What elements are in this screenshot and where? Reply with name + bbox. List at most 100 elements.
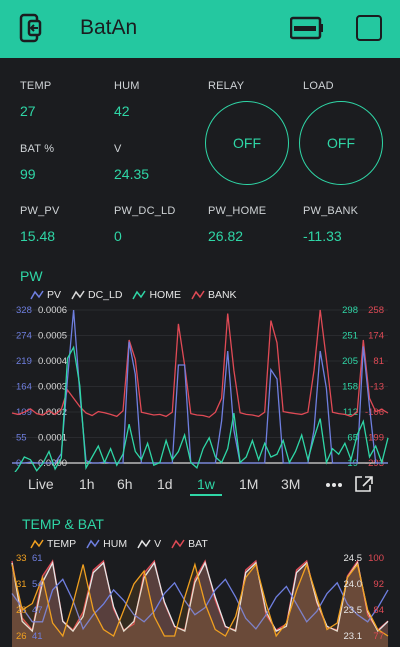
more-icon[interactable] — [325, 482, 343, 488]
line-swatch-icon — [171, 539, 185, 549]
relay-button[interactable]: OFF — [205, 101, 289, 185]
legend-label: TEMP — [47, 538, 77, 550]
series-area-temp — [12, 564, 388, 647]
range-live[interactable]: Live — [28, 476, 54, 492]
legend-item-pv[interactable]: PV — [30, 289, 61, 301]
range-3m[interactable]: 3M — [281, 476, 301, 492]
pw-chart[interactable]: 328 0.0006 298 258 274 0.0005 251 174 219 0.0004 2… — [0, 300, 400, 472]
app-title: BatAn — [80, 16, 138, 39]
load-button-label: OFF — [327, 135, 355, 151]
load-label: LOAD — [303, 80, 334, 92]
hum-label: HUM — [114, 80, 140, 92]
top-bar: BatAn — [0, 0, 400, 58]
expand-icon[interactable] — [354, 475, 374, 493]
line-swatch-icon — [137, 539, 151, 549]
y-tick-label: 158 — [342, 382, 358, 393]
series-line-temp — [11, 562, 389, 638]
y-tick-label: 77 — [373, 631, 384, 642]
y-tick-label: 251 — [342, 331, 358, 342]
temp-bat-chart-legend: TEMP HUM V BAT — [30, 537, 218, 551]
y-tick-label: 258 — [368, 305, 384, 316]
battery-icon[interactable] — [290, 16, 324, 40]
y-tick-label: 219 — [16, 356, 32, 367]
series-line-home — [14, 345, 389, 472]
temp-bat-chart[interactable]: 33 61 24.5 100 31 54 24.0 92 28 47 23.5 84 26 41 23.1 7… — [0, 550, 400, 647]
range-1m[interactable]: 1M — [239, 476, 259, 492]
legend-label: HUM — [103, 538, 128, 550]
legend-label: PV — [47, 289, 62, 301]
pw-chart-title: PW — [20, 268, 43, 284]
pw-bank-label: PW_BANK — [303, 205, 359, 217]
line-swatch-icon — [132, 290, 147, 300]
y-tick-label: 164 — [16, 382, 32, 393]
y-tick-label: 174 — [368, 331, 384, 342]
select-all-button[interactable] — [356, 15, 382, 41]
y-tick-label: 54 — [32, 579, 43, 590]
legend-item-bat[interactable]: BAT — [171, 538, 208, 550]
relay-button-label: OFF — [233, 135, 261, 151]
y-tick-label: 0.0004 — [38, 356, 67, 367]
bat-label: BAT % — [20, 143, 55, 155]
pw-pv-label: PW_PV — [20, 205, 60, 217]
y-tick-label: 31 — [16, 579, 27, 590]
legend-label: BAT — [188, 538, 208, 550]
y-tick-label: 24.0 — [344, 579, 363, 590]
y-tick-label: 100 — [368, 553, 384, 564]
v-label: V — [114, 143, 122, 155]
pw-home-value: 26.82 — [208, 228, 244, 244]
y-tick-label: 205 — [342, 356, 358, 367]
pw-dc-ld-value: 0 — [114, 228, 122, 244]
pw-pv-value: 15.48 — [20, 228, 56, 244]
series-area-bat — [12, 561, 388, 647]
legend-item-hum[interactable]: HUM — [86, 538, 127, 550]
y-tick-label: 28 — [16, 605, 27, 616]
y-tick-label: 92 — [373, 579, 384, 590]
series-line-bank — [11, 309, 389, 418]
line-swatch-icon — [71, 290, 85, 300]
temp-value: 27 — [20, 103, 36, 119]
y-tick-label: 328 — [16, 305, 32, 316]
legend-item-v[interactable]: V — [137, 538, 161, 550]
temp-label: TEMP — [20, 80, 52, 92]
y-tick-label: 61 — [32, 553, 43, 564]
y-tick-label: 81 — [373, 356, 384, 367]
y-tick-label: 65 — [347, 433, 358, 444]
pw-chart-legend: PV DC_LD HOME BANK — [30, 288, 247, 302]
legend-item-bank[interactable]: BANK — [191, 289, 237, 301]
y-tick-label: 33 — [16, 553, 27, 564]
line-swatch-icon — [86, 539, 100, 549]
y-tick-label: 298 — [342, 305, 358, 316]
pw-dc-ld-label: PW_DC_LD — [114, 205, 176, 217]
hum-value: 42 — [114, 103, 130, 119]
line-swatch-icon — [30, 539, 44, 549]
y-tick-label: 23.5 — [344, 605, 363, 616]
back-icon[interactable] — [16, 13, 46, 43]
y-tick-label: 47 — [32, 605, 43, 616]
y-tick-label: -106 — [365, 407, 384, 418]
y-tick-label: 0.0003 — [38, 382, 67, 393]
y-tick-label: 0.0001 — [38, 433, 67, 444]
line-swatch-icon — [191, 290, 205, 300]
y-tick-label: 26 — [16, 631, 27, 642]
v-value: 24.35 — [114, 166, 150, 182]
legend-label: DC_LD — [88, 289, 123, 301]
line-swatch-icon — [30, 290, 44, 300]
y-tick-label: -199 — [365, 433, 384, 444]
series-line-hum — [11, 578, 389, 631]
range-1h[interactable]: 1h — [79, 476, 95, 492]
legend-label: V — [154, 538, 162, 550]
legend-item-temp[interactable]: TEMP — [30, 538, 76, 550]
range-6h[interactable]: 6h — [117, 476, 133, 492]
legend-item-home[interactable]: HOME — [132, 289, 181, 301]
legend-item-dc-ld[interactable]: DC_LD — [71, 289, 122, 301]
relay-label: RELAY — [208, 80, 245, 92]
pw-home-label: PW_HOME — [208, 205, 267, 217]
legend-label: HOME — [149, 289, 181, 301]
time-range-bar: Live 1h 6h 1d 1w 1M 3M — [0, 472, 400, 496]
range-1w[interactable]: 1w — [197, 476, 215, 492]
load-button[interactable]: OFF — [299, 101, 383, 185]
y-tick-label: -13 — [370, 382, 384, 393]
range-1d[interactable]: 1d — [157, 476, 173, 492]
temp-bat-chart-title: TEMP & BAT — [22, 516, 104, 532]
y-tick-label: 0.0006 — [38, 305, 67, 316]
